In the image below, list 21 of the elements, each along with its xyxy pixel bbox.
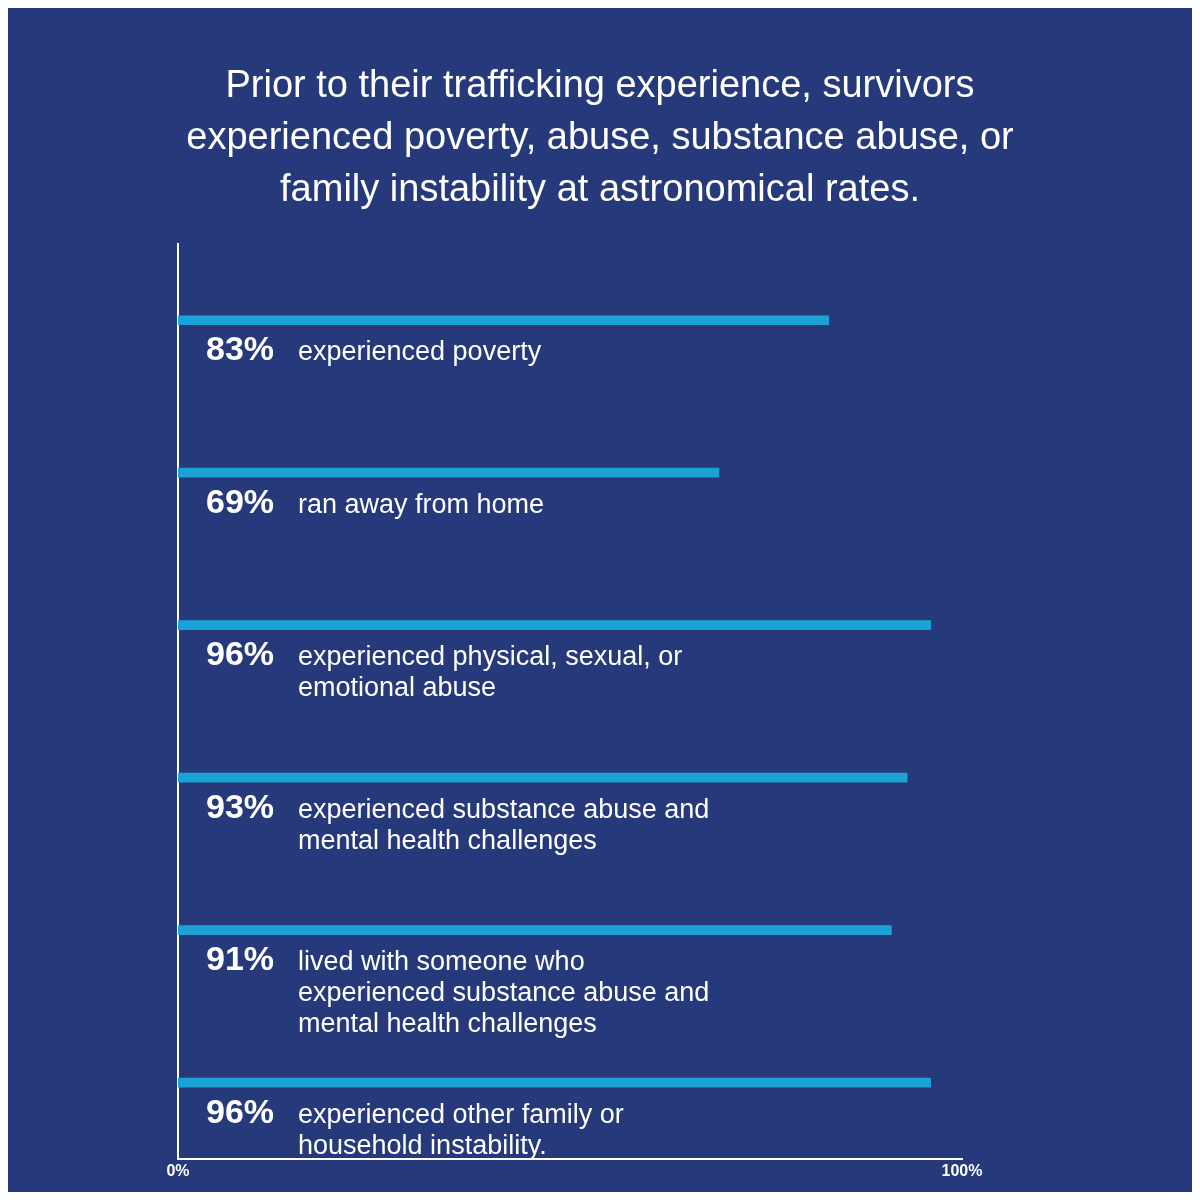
data-label: 69% <box>206 481 275 520</box>
bar <box>178 315 830 326</box>
bar <box>178 772 908 783</box>
x-tick-label: 100% <box>941 1161 983 1179</box>
bar <box>178 620 931 630</box>
chart-title: Prior to their trafficking experience, survivors experienced poverty, abuse, substance abuse, or family instability at astronomical rates. <box>185 62 1015 211</box>
data-label: 93% <box>206 786 275 825</box>
y-tick-label: lived with someone who experienced substance abuse and mental health challenges <box>298 946 710 1039</box>
bar <box>178 467 720 478</box>
data-label: 91% <box>206 939 275 978</box>
data-label: 96% <box>206 1091 275 1130</box>
data-label: 96% <box>206 634 275 673</box>
y-tick-label: experienced substance abuse and mental health challenges <box>298 793 710 855</box>
y-tick-label: experienced other family or household instability. <box>298 1098 624 1160</box>
y-tick-label: ran away from home <box>298 488 545 519</box>
bar <box>178 1077 931 1088</box>
x-tick-label: 0% <box>166 1161 190 1179</box>
y-tick-label: experienced physical, sexual, or emotional abuse <box>298 641 683 703</box>
bar <box>178 925 892 935</box>
data-label: 83% <box>206 329 275 368</box>
y-tick-label: experienced poverty <box>298 336 542 367</box>
